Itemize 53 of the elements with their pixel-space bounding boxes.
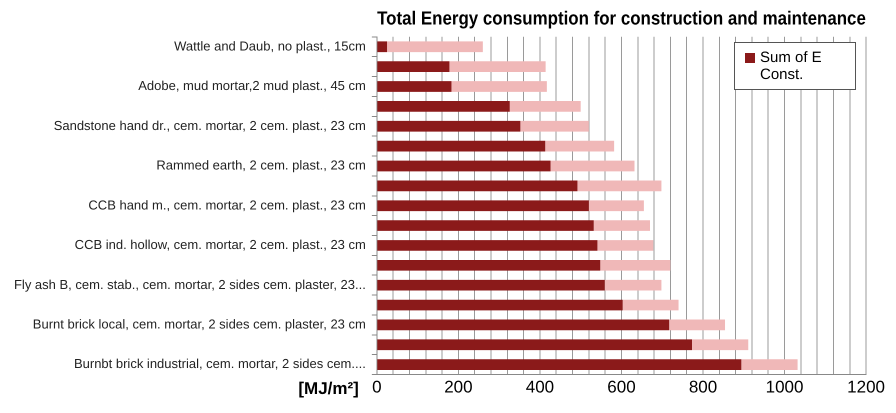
bar [597,240,654,251]
bar [377,41,388,52]
y-tick-label: Burnbt brick industrial, cem. mortar, 2 sides cem.... [74,356,366,372]
bar [377,200,589,212]
bar [692,339,748,350]
y-tick-label: Burnt brick local, cem. mortar, 2 sides cem. plaster, 23 cm [32,316,366,332]
y-tick-label: Wattle and Daub, no plast., 15cm [174,38,366,54]
y-tick-label: Sandstone hand dr., cem. mortar, 2 cem. plast., 23 cm [54,118,366,133]
x-tick-label: 800 [688,377,718,396]
bar [377,120,520,132]
bar [510,100,581,112]
y-tick-label: Rammed earth, 2 cem. plast., 23 cm [156,158,366,173]
bar [588,200,644,212]
x-axis-title: [MJ/m²] [298,378,359,398]
bar [577,180,662,192]
bar [377,61,450,72]
y-tick-label: Fly ash B, cem. stab., cem. mortar, 2 sides cem. plaster, 23... [14,276,366,292]
y-tick-label: Adobe, mud mortar,2 mud plast., 45 cm [138,78,366,94]
bar [594,220,650,231]
bar [377,220,594,231]
bar [622,300,679,310]
bar [377,280,605,291]
bar [377,81,452,92]
legend-label: Sum of E Const. [760,49,823,83]
bar [387,41,483,52]
bar [550,160,635,172]
chart-title: Total Energy consumption for construction and maintenance [377,8,866,29]
x-tick-label: 600 [607,377,636,396]
bar [741,359,798,370]
bar [604,280,662,291]
bar [520,120,589,132]
bar [545,140,614,152]
x-tick-label: 1200 [847,377,886,396]
x-tick-label: 200 [444,377,473,396]
bar [377,100,510,112]
x-tick-label: 1000 [766,377,804,396]
bar [669,320,726,330]
y-tick-label: CCB hand m., cem. mortar, 2 cem. plast., 23 cm [88,197,366,212]
bar [451,81,547,92]
bar [377,240,598,251]
x-tick-label: 0 [372,377,382,396]
bar [377,300,623,310]
y-tick-label: CCB ind. hollow, cem. mortar, 2 cem. plast., 23 cm [74,237,366,252]
bar [377,260,600,271]
bar [377,320,670,330]
bar [377,339,692,350]
bar [449,61,546,72]
bar [377,160,551,172]
bar [377,140,546,152]
bar [377,359,742,370]
x-tick-label: 400 [526,377,554,396]
bar [600,260,670,271]
bar [377,180,578,192]
